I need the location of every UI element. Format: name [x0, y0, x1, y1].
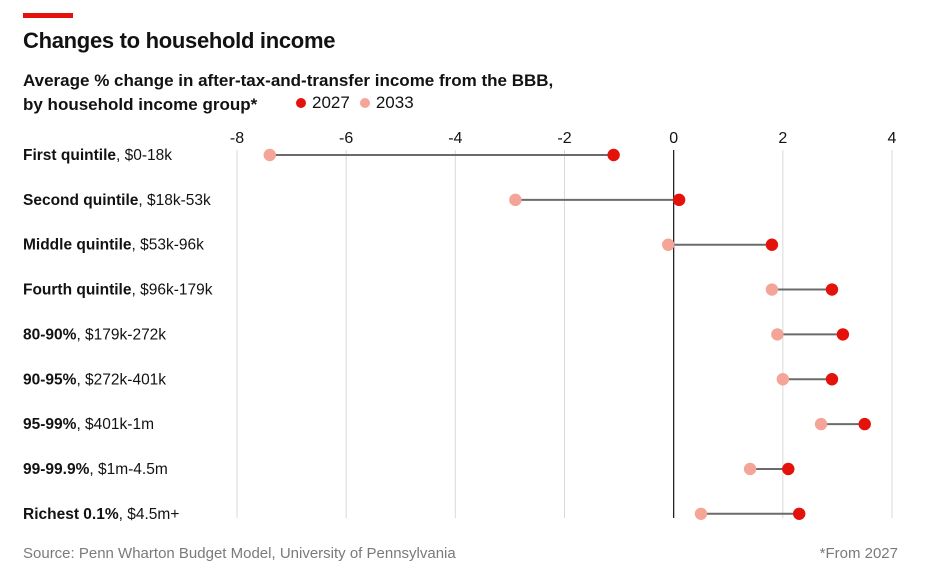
brand-accent-bar: [23, 13, 73, 18]
x-tick-label: -2: [557, 130, 571, 147]
point-2033: [771, 328, 784, 341]
point-2027: [672, 193, 686, 207]
point-2033: [814, 417, 828, 431]
point-2033: [662, 238, 675, 251]
category-label-range: , $1m-4.5m: [89, 461, 167, 478]
legend-item-2033: 2033: [359, 93, 414, 113]
point-2033: [743, 462, 757, 476]
x-tick-label: 0: [669, 130, 678, 147]
subtitle-line-1: Average % change in after-tax-and-transf…: [23, 71, 554, 90]
point-2033: [765, 283, 779, 296]
point-2027: [782, 462, 795, 476]
category-label-range: , $0-18k: [116, 147, 172, 164]
source-note: Source: Penn Wharton Budget Model, Unive…: [23, 545, 456, 562]
point-2033: [776, 373, 790, 386]
legend-label-2033: 2033: [375, 93, 414, 112]
point-2027: [858, 417, 871, 431]
point-2027: [793, 507, 806, 520]
category-label-bold: Fourth quintile: [23, 282, 132, 299]
category-label: First quintile, $0-18k: [23, 147, 172, 164]
legend-swatch-2033: [359, 98, 370, 108]
category-label-range: , $53k-96k: [132, 237, 205, 254]
legend-item-2027: 2027: [296, 93, 350, 113]
subtitle-line-2: by household income group*: [23, 95, 258, 114]
category-label: Second quintile, $18k-53k: [23, 192, 211, 209]
category-label-bold: 80-90%: [23, 326, 77, 343]
legend: 2027 2033: [296, 93, 414, 113]
category-label-range: , $272k-401k: [76, 371, 166, 388]
category-label-range: , $96k-179k: [131, 282, 212, 299]
point-2027: [825, 373, 839, 386]
category-label-bold: Middle quintile: [23, 237, 132, 254]
x-tick-label: 4: [888, 130, 897, 147]
point-2027: [765, 238, 779, 251]
x-tick-label: -8: [230, 130, 244, 147]
category-label-bold: First quintile: [23, 147, 116, 164]
category-label: Richest 0.1%, $4.5m+: [23, 506, 179, 523]
category-label-bold: Second quintile: [23, 192, 139, 209]
point-2033: [509, 193, 522, 207]
chart-title: Changes to household income: [23, 28, 336, 53]
legend-swatch-2027: [296, 98, 306, 108]
category-label: Fourth quintile, $96k-179k: [23, 282, 213, 299]
x-tick-label: -6: [339, 130, 353, 147]
category-label-bold: 99-99.9%: [23, 461, 90, 478]
category-label-range: , $18k-53k: [138, 192, 211, 209]
category-label-range: , $401k-1m: [76, 416, 154, 433]
category-label: 99-99.9%, $1m-4.5m: [23, 461, 168, 478]
category-label-range: , $179k-272k: [76, 326, 166, 343]
category-label-bold: 90-95%: [23, 371, 77, 388]
category-label: 90-95%, $272k-401k: [23, 371, 166, 388]
category-label: Middle quintile, $53k-96k: [23, 237, 204, 254]
point-2033: [694, 507, 708, 520]
footnote: *From 2027: [819, 545, 898, 562]
x-tick-label: 2: [778, 130, 787, 147]
category-label-bold: 95-99%: [23, 416, 77, 433]
category-label: 95-99%, $401k-1m: [23, 416, 154, 433]
legend-label-2027: 2027: [312, 93, 350, 112]
point-2027: [836, 328, 850, 341]
point-2033: [263, 148, 276, 162]
category-label-range: , $4.5m+: [119, 506, 180, 523]
x-tick-label: -4: [448, 130, 462, 147]
point-2027: [825, 283, 839, 296]
point-2027: [607, 148, 620, 162]
chart-subtitle: Average % change in after-tax-and-transf…: [23, 69, 553, 117]
category-label: 80-90%, $179k-272k: [23, 326, 166, 343]
category-label-bold: Richest 0.1%: [23, 506, 119, 523]
